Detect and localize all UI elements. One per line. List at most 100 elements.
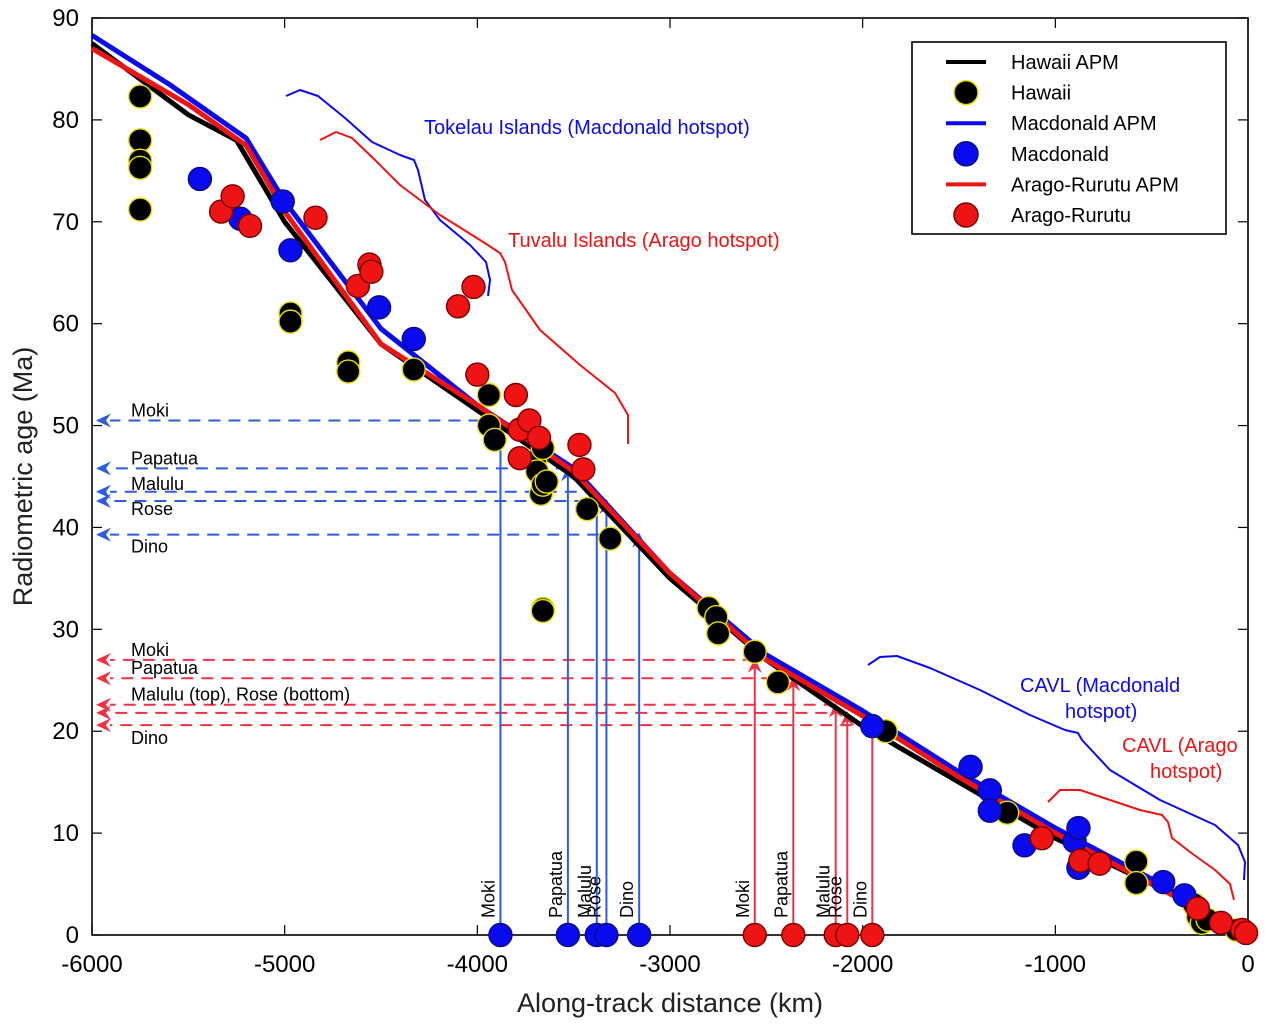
data-point-arago-rurutu xyxy=(303,205,328,230)
data-point-arago-rurutu xyxy=(1087,851,1112,876)
x-tick-label: -2000 xyxy=(832,951,893,978)
data-point-hawaii xyxy=(1124,870,1149,896)
data-point-arago-rurutu xyxy=(237,213,263,239)
age-arrow-head xyxy=(96,652,111,667)
data-point-hawaii xyxy=(482,427,507,453)
y-tick-label: 50 xyxy=(52,413,79,440)
cavl-macdonald-label: CAVL (Macdonald xyxy=(1020,675,1180,697)
y-tick-label: 40 xyxy=(52,514,79,541)
seamount-arrow-head xyxy=(786,676,801,692)
data-point-hawaii xyxy=(401,357,426,382)
data-point-hawaii xyxy=(765,670,791,695)
legend-label: Macdonald xyxy=(1011,144,1109,166)
y-tick-label: 30 xyxy=(52,616,79,643)
legend-label: Macdonald APM xyxy=(1011,113,1157,135)
data-point-arago-rurutu xyxy=(1185,896,1211,921)
data-point-macdonald xyxy=(860,713,885,739)
data-point-arago-rurutu xyxy=(571,457,596,482)
cavl-arago-label-2: hotspot) xyxy=(1150,761,1222,783)
y-tick-label: 80 xyxy=(52,107,79,134)
data-point-macdonald xyxy=(187,166,213,192)
y-tick-label: 90 xyxy=(52,5,79,32)
legend-label: Hawaii xyxy=(1011,83,1071,105)
tuvalu-bracket xyxy=(319,131,629,444)
age-arrow-head xyxy=(96,484,111,499)
age-arrow-head xyxy=(96,671,111,686)
data-point-macdonald xyxy=(977,778,1003,803)
data-point-arago-rurutu xyxy=(465,362,490,387)
legend-label: Arago-Rurutu APM xyxy=(1011,174,1179,196)
tuvalu-label: Tuvalu Islands (Arago hotspot) xyxy=(508,230,780,252)
seamount-age-label: Papatua xyxy=(131,658,199,678)
data-point-arago-rurutu xyxy=(1233,920,1259,946)
seamount-name-label: Dino xyxy=(850,881,870,918)
seamount-name-label: Dino xyxy=(617,881,637,918)
x-tick-label: -3000 xyxy=(639,951,700,978)
data-point-arago-rurutu xyxy=(860,922,885,948)
legend-marker-swatch xyxy=(953,79,979,106)
data-point-hawaii xyxy=(127,197,153,222)
data-point-arago-rurutu xyxy=(567,432,592,458)
cavl-macdonald-label-2: hotspot) xyxy=(1065,701,1137,723)
cavl-arago-label: CAVL (Arago xyxy=(1122,735,1238,757)
data-point-arago-rurutu xyxy=(781,922,806,948)
data-point-macdonald xyxy=(278,238,303,263)
legend-label: Arago-Rurutu xyxy=(1011,205,1131,227)
data-point-macdonald xyxy=(488,922,513,948)
data-point-arago-rurutu xyxy=(461,274,486,300)
seamount-age-label: Papatua xyxy=(131,448,199,468)
data-point-arago-rurutu xyxy=(1208,910,1234,935)
age-arrow-head xyxy=(96,493,111,508)
age-arrow-head xyxy=(96,413,111,428)
x-tick-label: 0 xyxy=(1241,951,1254,978)
seamount-age-label: Malulu (top), Rose (bottom) xyxy=(131,685,350,705)
cavl-macdonald-bracket xyxy=(867,655,1246,881)
data-point-hawaii xyxy=(534,469,559,494)
seamount-name-label: Moki xyxy=(733,880,753,918)
y-axis-label: Radiometric age (Ma) xyxy=(8,347,38,607)
x-tick-label: -6000 xyxy=(61,951,122,978)
data-point-macdonald xyxy=(270,189,295,214)
data-point-hawaii xyxy=(278,309,303,334)
data-point-hawaii xyxy=(705,621,731,646)
data-point-hawaii xyxy=(574,496,600,522)
data-point-arago-rurutu xyxy=(507,445,532,471)
cavl-arago-bracket xyxy=(1047,789,1235,901)
data-point-hawaii xyxy=(530,598,556,624)
seamount-arrow-head xyxy=(747,657,762,673)
data-point-macdonald xyxy=(626,922,652,948)
data-point-hawaii xyxy=(476,382,502,408)
data-point-macdonald xyxy=(594,922,619,948)
data-point-hawaii xyxy=(336,359,361,384)
data-point-hawaii xyxy=(742,639,767,664)
tokelau-bracket xyxy=(285,89,491,297)
legend-box xyxy=(911,41,1227,235)
x-tick-label: -4000 xyxy=(447,951,508,978)
seamount-name-label: Rose xyxy=(584,876,604,918)
data-point-hawaii xyxy=(127,84,153,109)
age-arrow-head xyxy=(96,461,111,476)
seamount-age-label: Malulu xyxy=(131,474,184,494)
data-point-macdonald xyxy=(958,754,983,780)
tokelau-label: Tokelau Islands (Macdonald hotspot) xyxy=(424,117,750,139)
data-point-hawaii xyxy=(127,128,153,153)
data-point-arago-rurutu xyxy=(220,184,245,209)
data-point-arago-rurutu xyxy=(526,425,552,450)
data-point-macdonald xyxy=(555,922,581,948)
data-point-arago-rurutu xyxy=(835,922,860,948)
y-tick-label: 20 xyxy=(52,718,79,745)
data-point-hawaii xyxy=(1124,849,1149,874)
seamount-name-label: Rose xyxy=(825,876,845,918)
legend-marker-swatch xyxy=(953,141,979,167)
y-tick-label: 0 xyxy=(66,922,79,949)
seamount-age-label: Dino xyxy=(131,537,168,557)
x-tick-label: -5000 xyxy=(254,951,315,978)
seamount-age-label: Moki xyxy=(131,640,169,660)
data-point-arago-rurutu xyxy=(742,922,767,948)
legend-marker-swatch xyxy=(953,202,979,228)
x-tick-label: -1000 xyxy=(1025,951,1086,978)
seamount-name-label: Moki xyxy=(478,880,498,918)
seamount-age-label: Dino xyxy=(131,728,168,748)
data-point-hawaii xyxy=(598,526,623,551)
